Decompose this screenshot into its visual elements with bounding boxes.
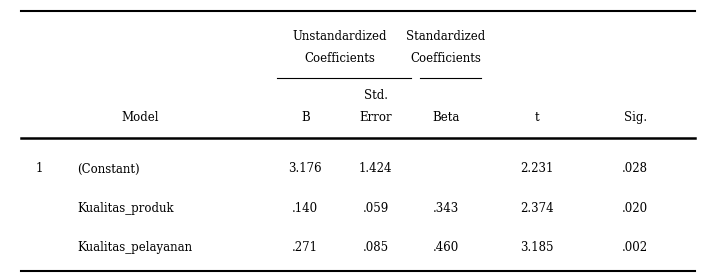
Text: .020: .020 [622, 202, 648, 215]
Text: Beta: Beta [432, 111, 460, 124]
Text: .085: .085 [362, 242, 389, 254]
Text: Coefficients: Coefficients [304, 52, 375, 65]
Text: Standardized: Standardized [406, 30, 485, 43]
Text: B: B [301, 111, 310, 124]
Text: 3.185: 3.185 [521, 242, 553, 254]
Text: Unstandardized: Unstandardized [293, 30, 387, 43]
Text: .343: .343 [432, 202, 459, 215]
Text: .028: .028 [622, 162, 648, 175]
Text: Std.: Std. [364, 89, 387, 102]
Text: Kualitas_produk: Kualitas_produk [77, 202, 174, 215]
Text: .002: .002 [622, 242, 648, 254]
Text: .140: .140 [292, 202, 319, 215]
Text: 2.374: 2.374 [520, 202, 553, 215]
Text: Coefficients: Coefficients [410, 52, 481, 65]
Text: Kualitas_pelayanan: Kualitas_pelayanan [77, 242, 193, 254]
Text: t: t [535, 111, 539, 124]
Text: 2.231: 2.231 [521, 162, 553, 175]
Text: Error: Error [359, 111, 392, 124]
Text: (Constant): (Constant) [77, 162, 140, 175]
Text: .271: .271 [292, 242, 319, 254]
Text: .059: .059 [362, 202, 389, 215]
Text: Sig.: Sig. [624, 111, 647, 124]
Text: 1: 1 [35, 162, 43, 175]
Text: 3.176: 3.176 [289, 162, 322, 175]
Text: 1.424: 1.424 [359, 162, 392, 175]
Text: .460: .460 [432, 242, 459, 254]
Text: Model: Model [122, 111, 159, 124]
